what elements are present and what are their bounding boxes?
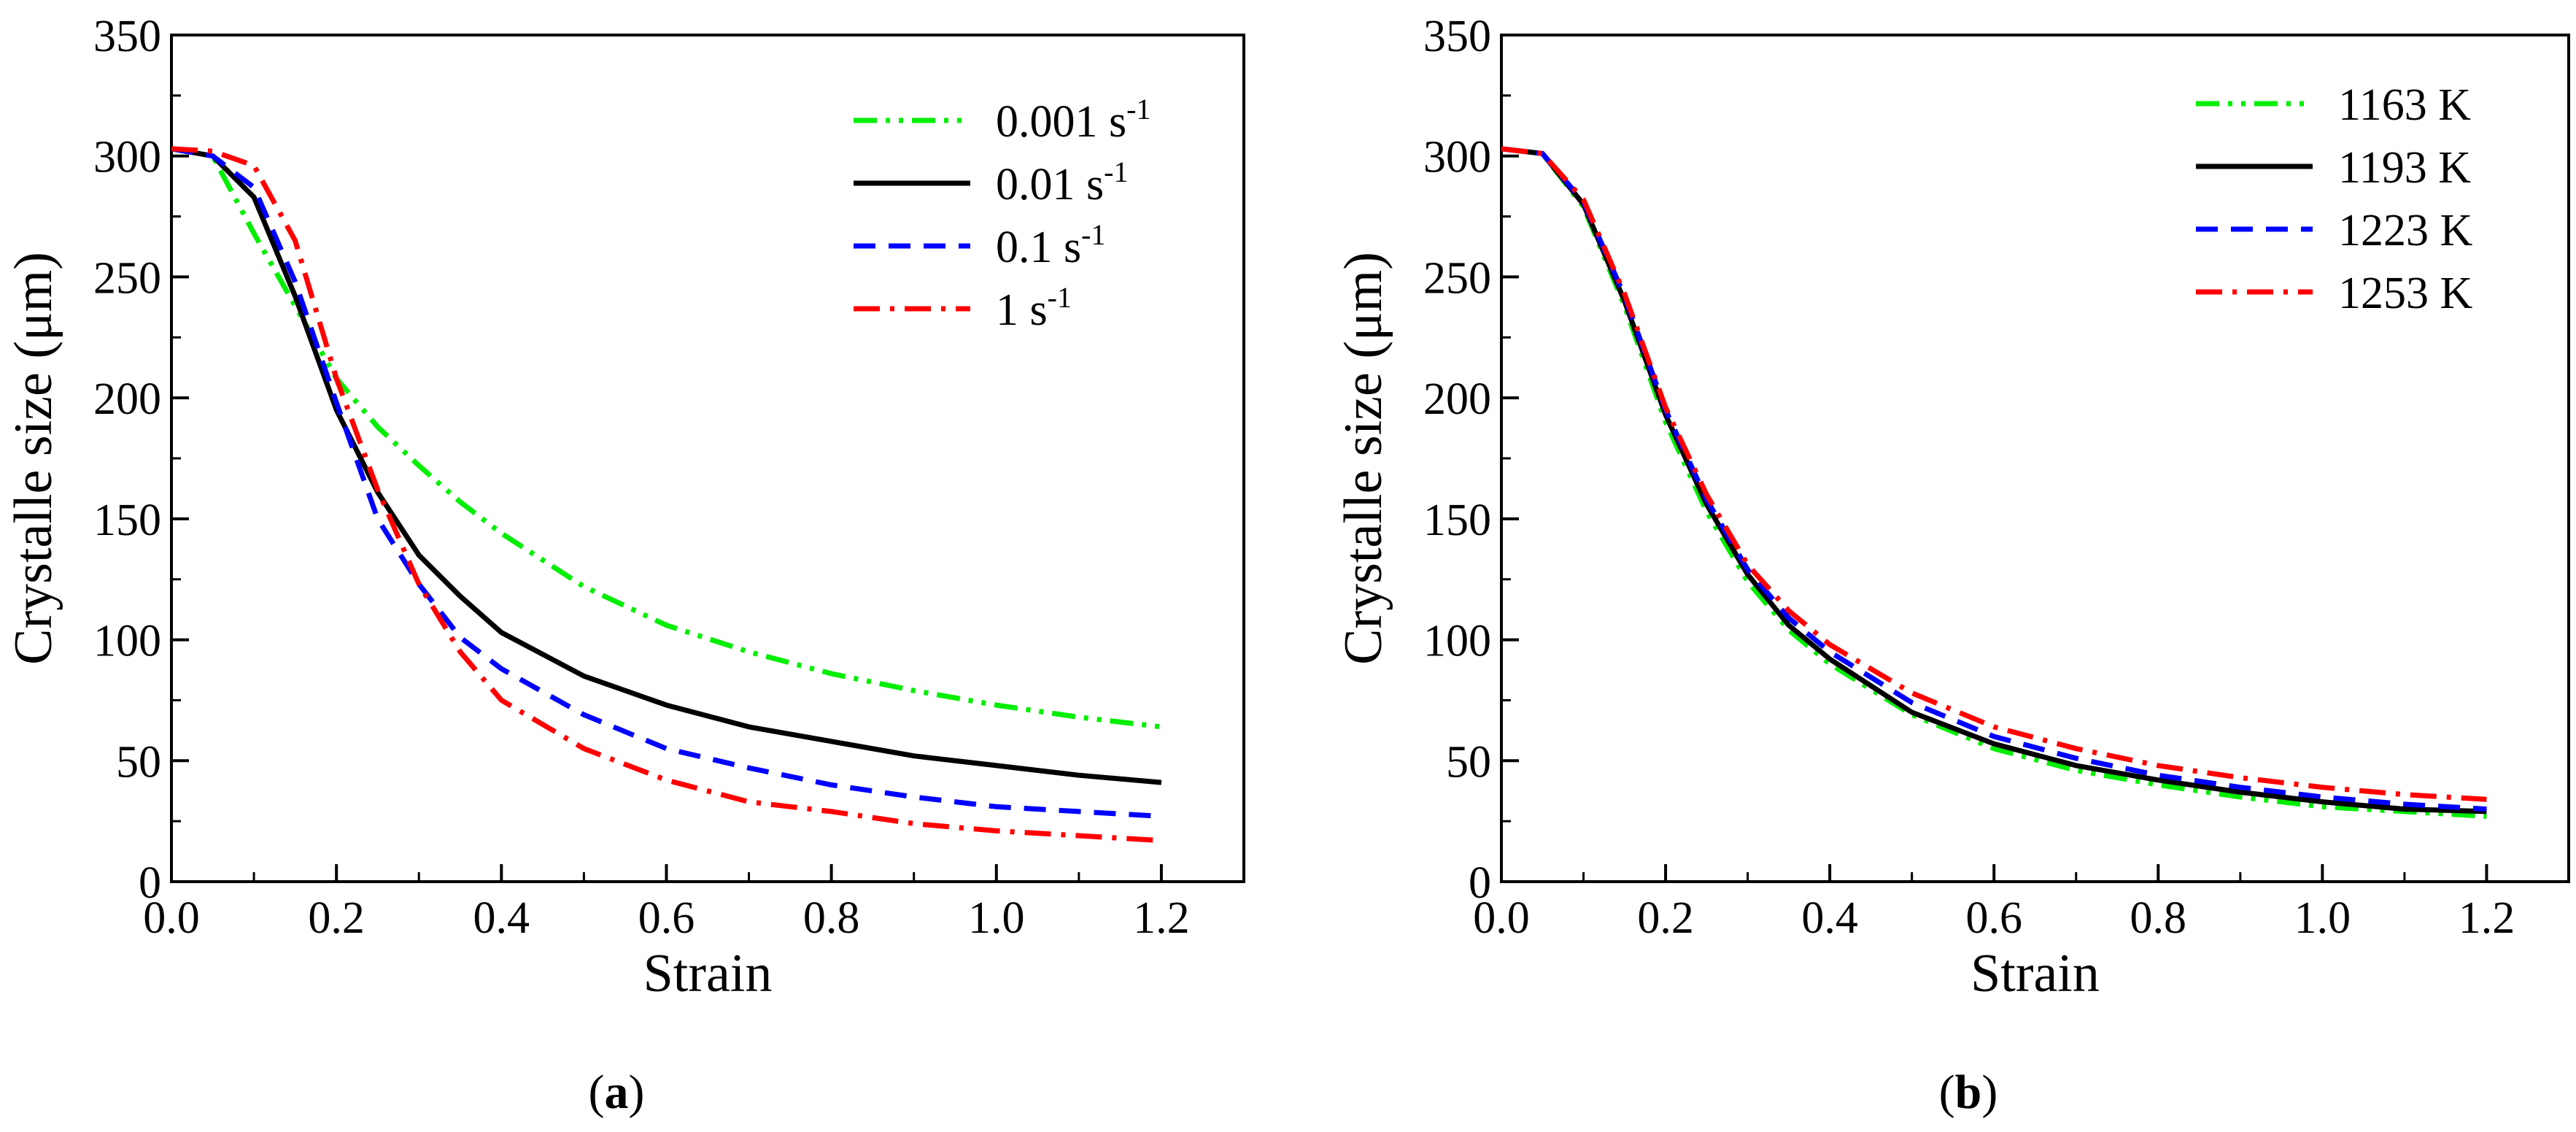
panel-caption: (a) bbox=[589, 1066, 645, 1119]
legend-label: 1163 K bbox=[2338, 80, 2471, 130]
series-line-0.1-s bbox=[171, 146, 1162, 819]
y-tick-label: 150 bbox=[93, 496, 161, 545]
y-tick-label: 350 bbox=[93, 12, 161, 61]
legend-text: 1193 K bbox=[2338, 143, 2471, 193]
legend-label: 1 s-1 bbox=[996, 281, 1072, 335]
legend-superscript: -1 bbox=[1081, 218, 1105, 251]
y-axis-title: Crystalle size (μm) bbox=[1334, 252, 1393, 665]
y-tick-label: 200 bbox=[93, 374, 161, 424]
caption-letter: a bbox=[605, 1066, 629, 1119]
series-line-0.001-s bbox=[171, 146, 1162, 730]
legend-text: 1223 K bbox=[2338, 206, 2473, 255]
caption-open-paren: ( bbox=[589, 1066, 605, 1119]
panel-caption: (b) bbox=[1939, 1066, 1998, 1119]
panel-a: 0.0 0.2 0.4 0.6 0.8 1.0 1.2 0 50 100 150 200 250 300 3… bbox=[4, 12, 1245, 1119]
y-tick-label: 0 bbox=[139, 858, 161, 908]
legend-superscript: -1 bbox=[1126, 93, 1150, 126]
x-tick-label: 0.6 bbox=[1965, 893, 2022, 943]
x-tick-label: 0.8 bbox=[803, 893, 860, 943]
x-tick-label: 0.8 bbox=[2130, 893, 2187, 943]
legend-label: 0.001 s-1 bbox=[996, 93, 1150, 147]
y-tick-label: 100 bbox=[93, 617, 161, 666]
x-tick-label: 0.2 bbox=[1637, 893, 1694, 943]
y-tick-label: 0 bbox=[1469, 858, 1491, 908]
series-line-0.01-s bbox=[171, 146, 1162, 785]
caption-close-paren: ) bbox=[1981, 1066, 1997, 1119]
x-tick-label: 0.4 bbox=[473, 893, 530, 943]
x-tick-label: 1.2 bbox=[2459, 893, 2515, 943]
y-tick-label: 300 bbox=[93, 133, 161, 182]
x-tick-label: 1.2 bbox=[1133, 893, 1190, 943]
y-tick-label: 50 bbox=[1446, 737, 1491, 787]
x-axis-title: Strain bbox=[1970, 944, 2100, 1004]
y-tick-label: 350 bbox=[1423, 12, 1491, 61]
legend-text: 0.1 s bbox=[996, 223, 1081, 272]
series-line-1223-k bbox=[1501, 146, 2487, 812]
legend-text: 1163 K bbox=[2338, 80, 2471, 130]
x-tick-label: 1.0 bbox=[2294, 893, 2351, 943]
legend-superscript: -1 bbox=[1048, 281, 1072, 314]
x-axis-title: Strain bbox=[643, 944, 773, 1004]
x-tick-label: 0.0 bbox=[143, 893, 200, 943]
legend-text: 1 s bbox=[996, 285, 1048, 335]
series-line-1-s bbox=[171, 146, 1162, 844]
legend-label: 1223 K bbox=[2338, 206, 2473, 255]
x-tick-label: 0.2 bbox=[308, 893, 365, 943]
x-tick-label: 0.4 bbox=[1801, 893, 1858, 943]
y-axis-title: Crystalle size (μm) bbox=[4, 252, 63, 665]
y-tick-label: 50 bbox=[116, 737, 161, 787]
legend-text: 1253 K bbox=[2338, 269, 2473, 318]
legend-text: 0.01 s bbox=[996, 160, 1104, 209]
y-tick-label: 150 bbox=[1423, 496, 1491, 545]
legend-superscript: -1 bbox=[1104, 155, 1128, 188]
caption-close-paren: ) bbox=[629, 1066, 645, 1119]
legend-label: 1193 K bbox=[2338, 143, 2471, 193]
y-tick-label: 250 bbox=[93, 253, 161, 303]
x-tick-label: 0.0 bbox=[1473, 893, 1530, 943]
legend-label: 1253 K bbox=[2338, 269, 2473, 318]
y-tick-label: 250 bbox=[1423, 253, 1491, 303]
x-tick-label: 1.0 bbox=[968, 893, 1025, 943]
series-line-1253-k bbox=[1501, 146, 2487, 802]
y-tick-label: 100 bbox=[1423, 617, 1491, 666]
legend-label: 0.01 s-1 bbox=[996, 155, 1128, 209]
caption-open-paren: ( bbox=[1939, 1066, 1955, 1119]
legend-label: 0.1 s-1 bbox=[996, 218, 1105, 272]
legend-text: 0.001 s bbox=[996, 97, 1126, 147]
panel-b: 0.0 0.2 0.4 0.6 0.8 1.0 1.2 0 50 100 150 200 250 300 3… bbox=[1334, 12, 2570, 1119]
x-tick-label: 0.6 bbox=[638, 893, 695, 943]
caption-letter: b bbox=[1955, 1066, 1982, 1119]
y-tick-label: 300 bbox=[1423, 133, 1491, 182]
y-tick-label: 200 bbox=[1423, 374, 1491, 424]
